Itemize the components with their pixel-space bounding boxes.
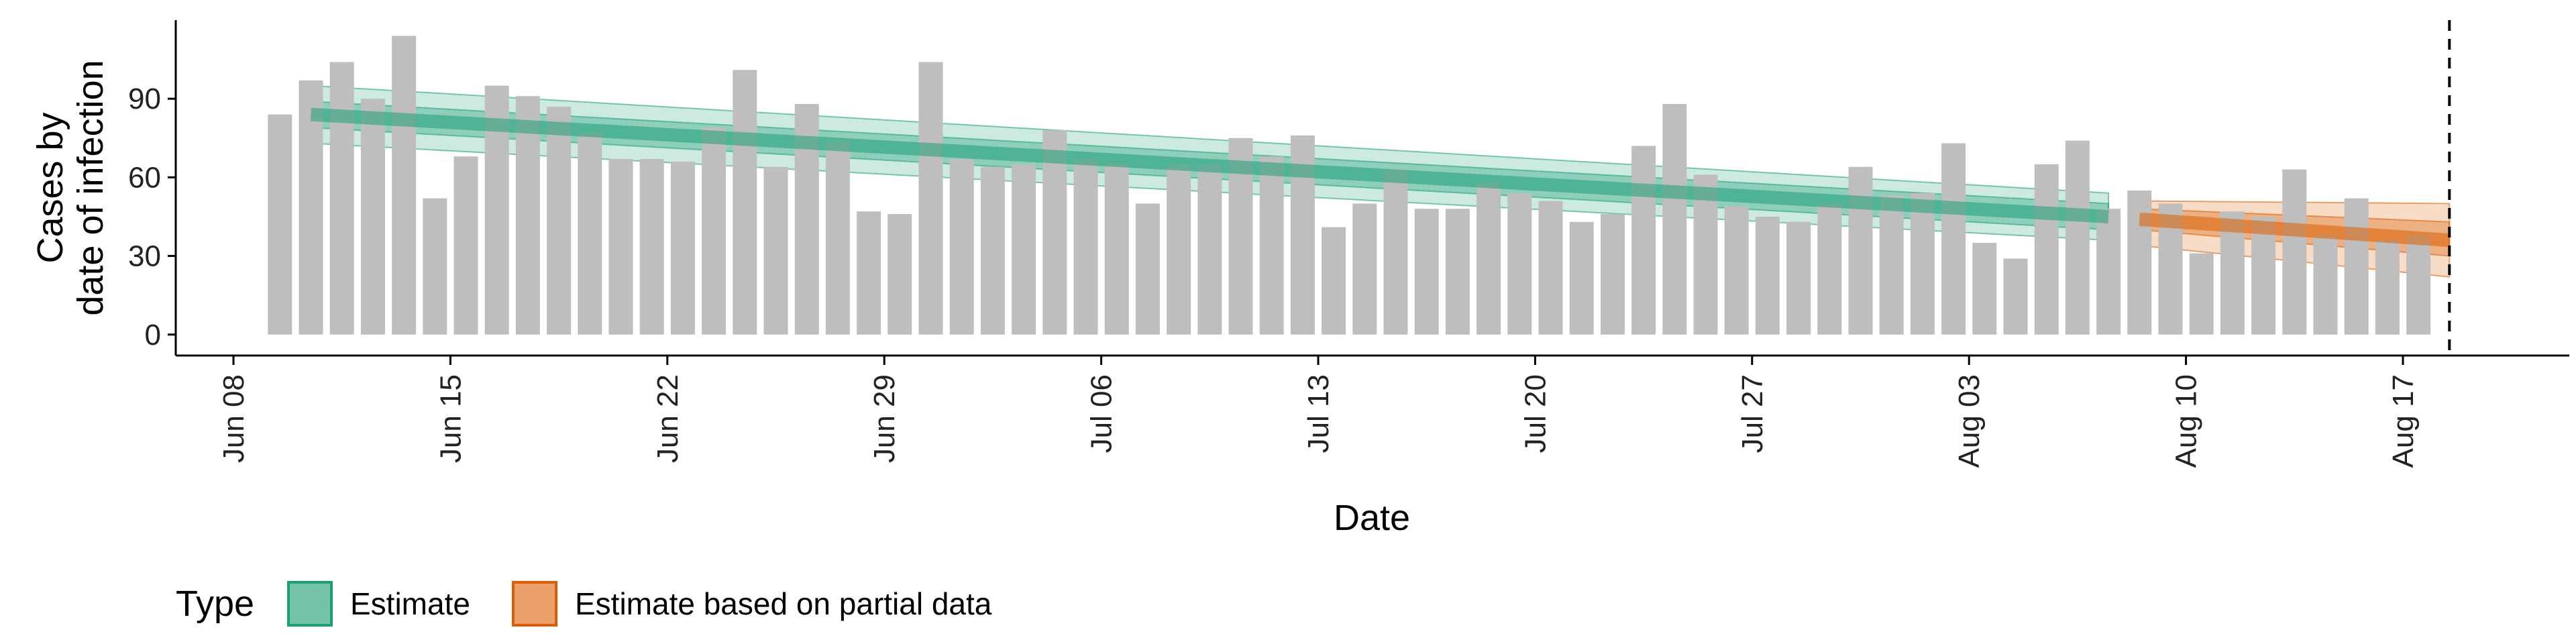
case-bar [1352,203,1377,335]
legend-swatch-estimate [287,581,333,627]
y-tick-label: 60 [128,161,161,194]
case-bar [360,99,385,335]
case-bar [547,106,572,335]
case-bar [1104,164,1129,335]
case-bar [702,127,727,335]
case-bar [1477,182,1501,335]
case-bar [2282,169,2307,335]
y-axis-title: Cases bydate of infection [30,60,111,315]
x-tick-label: Jun 15 [434,374,467,463]
case-bar [1786,221,1811,335]
case-bar [1135,203,1160,335]
case-bar [888,214,912,335]
legend-title: Type [176,584,254,624]
case-bar [1631,146,1656,335]
case-bar [670,161,695,335]
x-tick-label: Jun 22 [651,374,684,463]
case-bar [1042,130,1067,335]
case-bar [2344,198,2369,335]
case-bar [392,36,417,335]
y-tick-label: 90 [128,83,161,115]
case-bar [2034,164,2059,335]
case-bar [515,96,540,335]
case-bar [763,166,788,335]
y-axis-title-line: date of infection [70,60,111,315]
case-bar [825,140,850,335]
y-axis-title-line: Cases by [30,112,70,263]
case-bar [1662,104,1687,335]
case-bar [329,62,354,335]
case-bar [1972,243,1997,335]
legend: Type Estimate Estimate based on partial da… [176,581,992,627]
x-tick-label: Jul 06 [1085,374,1118,453]
case-bar [2003,258,2028,335]
case-bar [1538,201,1563,335]
case-bar [1941,143,1966,335]
legend-label-estimate: Estimate [350,586,470,621]
case-bar [918,62,943,335]
case-bar [1848,166,1873,335]
case-bar [2065,140,2090,335]
case-bar [857,211,881,335]
x-tick-label: Jun 08 [217,374,250,463]
y-tick-label: 0 [145,319,161,352]
case-bar [1167,164,1191,335]
x-tick-label: Aug 17 [2387,374,2420,468]
case-bar [980,166,1005,335]
case-bar [1600,214,1625,335]
y-tick-label: 30 [128,240,161,273]
case-bar [2406,235,2431,335]
case-bar [1073,159,1098,335]
case-bar [1693,174,1718,335]
case-bar [2189,253,2214,335]
case-bar [1197,164,1222,335]
case-bar [578,132,602,335]
x-tick-label: Jul 27 [1736,374,1769,453]
case-bar [423,198,447,335]
median-line-partial [2139,212,2450,248]
case-bar [1817,203,1842,335]
case-bar [1383,169,1408,335]
case-bar [1259,156,1284,335]
case-bar [2375,240,2400,335]
x-tick-label: Aug 03 [1953,374,1986,468]
case-bar [268,114,292,335]
x-tick-label: Aug 10 [2170,374,2203,468]
case-bar [1322,227,1346,335]
case-bar [1724,206,1749,335]
legend-label-partial: Estimate based on partial data [575,586,992,621]
legend-swatch-partial [512,581,557,627]
case-bar [453,156,478,335]
case-bar [608,159,633,335]
median-lines-layer [310,107,2450,248]
case-bar [1012,164,1036,335]
median-line-estimate [310,107,2109,223]
case-bar [1414,209,1439,335]
case-bar [2251,216,2276,335]
case-bar [1507,193,1532,335]
axes-layer: 0 30 60 90 Jun 08 Jun 15 Jun 22 Jun 29 Jul 06 Jul… [30,20,2569,538]
case-bar [733,70,757,335]
case-bar [2096,209,2121,335]
x-tick-label: Jul 20 [1519,374,1552,453]
case-bar [1879,195,1904,335]
x-tick-label: Jun 29 [868,374,901,463]
x-tick-label: Jul 13 [1302,374,1335,453]
case-bar [299,80,323,335]
case-bar [2313,235,2338,335]
case-bar [639,159,664,335]
case-bar [1445,209,1470,335]
case-bar [1910,193,1935,335]
case-bar [1569,221,1594,335]
bars-layer [268,36,2431,335]
case-bar [949,159,974,335]
case-bar [1755,216,1780,335]
case-bar [2127,190,2152,335]
x-axis-title: Date [1334,498,1410,538]
